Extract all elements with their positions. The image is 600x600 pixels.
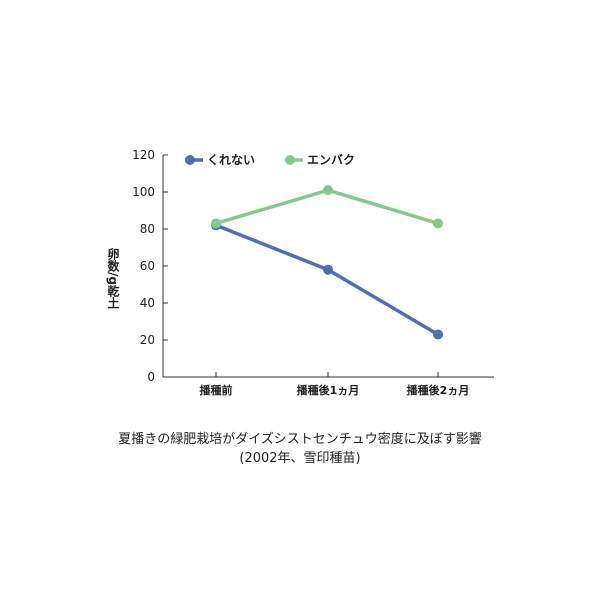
data-point-0-2 xyxy=(433,329,443,340)
data-point-1-2 xyxy=(433,218,443,229)
line-chart: 0 20 40 60 80 100 120 播種前 播種後1ヵ月 播種後2ヵ月 くれない エンバク… xyxy=(106,148,494,397)
y-axis-label: 卵数/g乾土 xyxy=(106,247,120,309)
chart-caption-source: (2002年、雪印種苗) xyxy=(239,451,361,466)
y-tick-label: 60 xyxy=(140,259,155,273)
y-tick-label: 120 xyxy=(132,148,155,162)
data-point-0-1 xyxy=(323,264,333,275)
legend: くれない エンバク xyxy=(185,153,355,167)
y-tick-label: 100 xyxy=(132,185,155,199)
y-tick-label: 40 xyxy=(140,296,155,310)
y-tick-label: 80 xyxy=(140,222,155,236)
series-line-0 xyxy=(214,223,440,337)
y-axis: 0 20 40 60 80 100 120 xyxy=(132,148,168,384)
legend-swatch-marker xyxy=(185,155,195,165)
data-point-1-1 xyxy=(323,185,333,196)
legend-swatch-marker xyxy=(285,155,295,165)
x-tick-label: 播種後1ヵ月 xyxy=(297,383,360,397)
x-axis: 播種前 播種後1ヵ月 播種後2ヵ月 xyxy=(163,372,494,397)
x-tick-label: 播種後2ヵ月 xyxy=(407,383,470,397)
legend-label: くれない xyxy=(207,153,255,167)
plot-lines xyxy=(211,185,443,340)
y-tick-label: 20 xyxy=(140,333,155,347)
chart-caption: 夏播きの緑肥栽培がダイズシストセンチュウ密度に及ぼす影響 xyxy=(118,432,482,447)
series-line-1 xyxy=(214,188,440,226)
legend-label: エンバク xyxy=(307,153,355,167)
x-tick-label: 播種前 xyxy=(200,383,233,397)
data-point-1-0 xyxy=(211,218,221,229)
y-tick-label: 0 xyxy=(147,370,155,384)
